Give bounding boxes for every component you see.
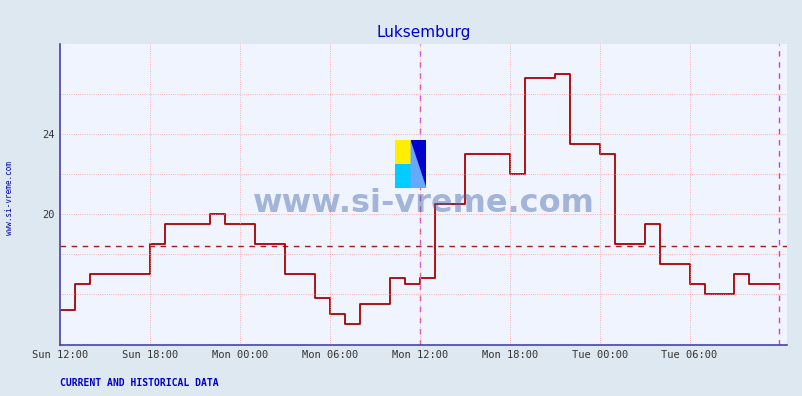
Polygon shape: [410, 140, 426, 188]
Bar: [394, 140, 410, 164]
Text: CURRENT AND HISTORICAL DATA: CURRENT AND HISTORICAL DATA: [60, 378, 219, 388]
Bar: [410, 140, 426, 188]
Bar: [394, 164, 410, 188]
Text: www.si-vreme.com: www.si-vreme.com: [5, 161, 14, 235]
Text: www.si-vreme.com: www.si-vreme.com: [253, 188, 593, 219]
Title: Luksemburg: Luksemburg: [376, 25, 470, 40]
